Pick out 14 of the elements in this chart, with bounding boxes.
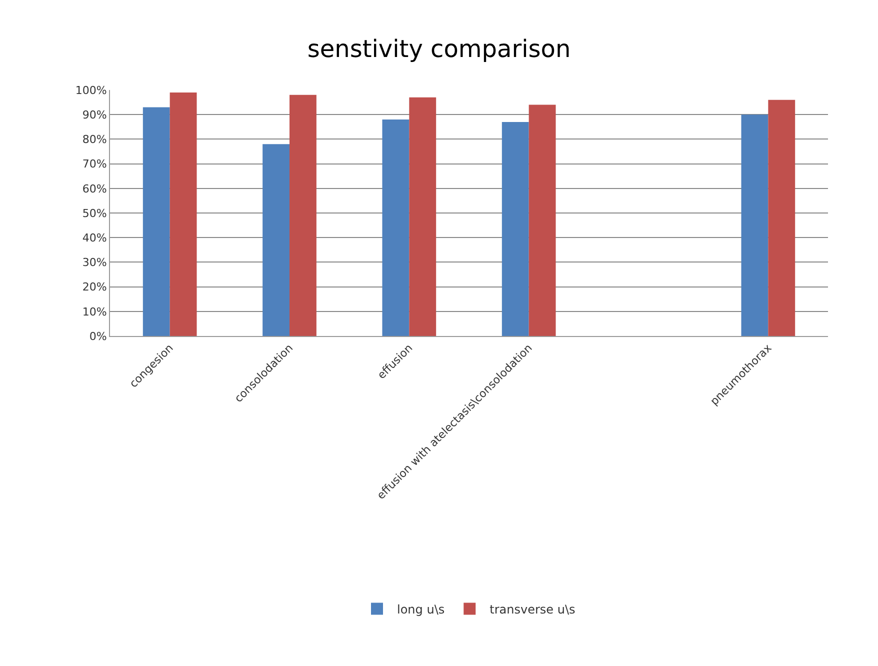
y-tick-label: 100%	[75, 84, 107, 97]
y-tick-label: 70%	[82, 158, 107, 171]
legend-label: transverse u\s	[490, 602, 576, 616]
y-tick-label: 90%	[82, 108, 107, 122]
y-tick-label: 0%	[89, 330, 107, 343]
y-tick-label: 80%	[82, 133, 107, 146]
y-tick-label: 50%	[82, 206, 107, 220]
chart-title: senstivity comparison	[307, 34, 571, 63]
y-tick-label: 30%	[82, 256, 107, 270]
y-tick-label: 40%	[82, 231, 107, 244]
legend-label: long u\s	[397, 602, 445, 616]
y-tick-label: 20%	[82, 280, 107, 294]
y-tick-label: 10%	[82, 305, 107, 318]
y-tick-label: 60%	[82, 182, 107, 196]
